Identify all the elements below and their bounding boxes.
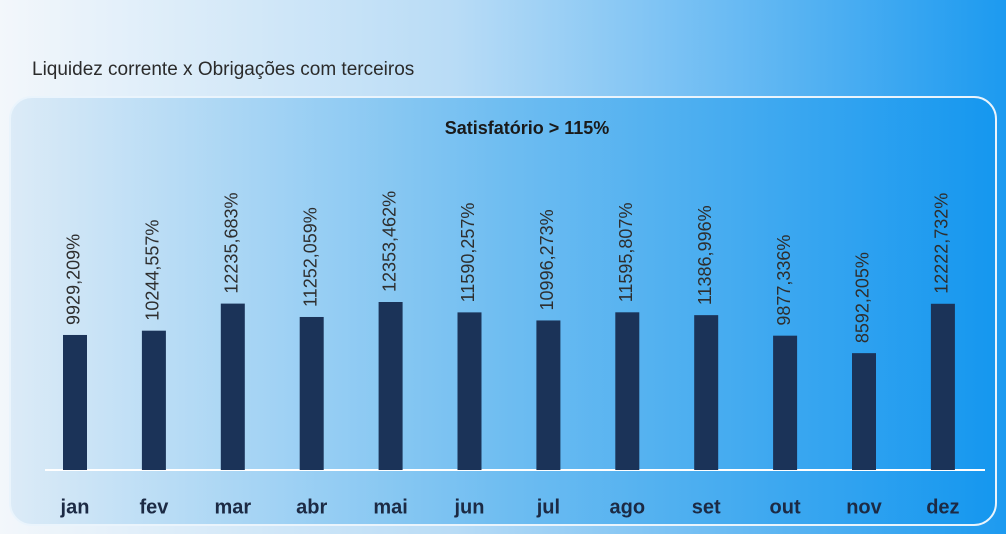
panel — [9, 96, 997, 526]
x-tick-label: ago — [610, 496, 646, 518]
bar — [615, 312, 640, 470]
x-tick-label: dez — [926, 496, 959, 518]
value-label: 10996,273% — [537, 209, 557, 310]
bar — [694, 315, 719, 470]
value-label: 9929,209% — [64, 234, 84, 325]
x-tick-label: mar — [214, 496, 251, 518]
bar — [141, 330, 166, 470]
x-tick-label: out — [770, 496, 801, 518]
bar — [930, 303, 955, 470]
x-tick-label: jun — [454, 496, 485, 518]
value-label: 12353,462% — [379, 191, 399, 292]
bar — [457, 312, 482, 470]
x-tick-label: fev — [139, 496, 169, 518]
chart-title: Liquidez corrente x Obrigações com terce… — [32, 59, 414, 80]
x-tick-label: jan — [60, 496, 90, 518]
x-tick-label: set — [692, 496, 721, 518]
value-label: 10244,557% — [143, 220, 163, 321]
bar — [852, 353, 876, 470]
x-tick-label: nov — [846, 496, 882, 518]
value-label: 12222,732% — [932, 193, 952, 294]
bar — [299, 316, 324, 470]
bar — [773, 335, 798, 470]
value-label: 9877,336% — [774, 235, 794, 326]
x-tick-label: jul — [536, 496, 560, 518]
value-label: 11590,257% — [458, 203, 478, 303]
x-tick-label: abr — [296, 496, 327, 518]
bar — [220, 303, 245, 470]
bar — [63, 334, 87, 470]
value-label: 11386,996% — [695, 205, 715, 305]
value-label: 8592,205% — [853, 252, 873, 343]
value-label: 11595,807% — [616, 203, 636, 303]
bar — [378, 302, 403, 470]
x-tick-label: mai — [373, 496, 407, 518]
bar — [536, 320, 561, 470]
value-label: 11252,059% — [300, 207, 320, 307]
value-label: 12235,683% — [222, 193, 242, 294]
chart-subtitle: Satisfatório > 115% — [445, 118, 610, 138]
